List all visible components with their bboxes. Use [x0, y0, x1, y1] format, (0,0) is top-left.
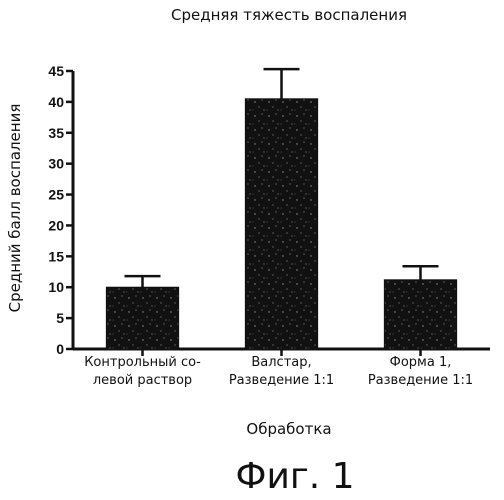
y-tick-label: 5	[56, 310, 64, 326]
x-tick-label: Разведение 1:1	[368, 373, 473, 388]
x-tick-label: Валстар,	[251, 355, 311, 370]
y-tick-label: 20	[48, 217, 64, 233]
y-tick-label: 35	[48, 125, 64, 141]
y-tick-label: 40	[48, 94, 64, 110]
bar	[384, 280, 456, 349]
x-tick-label: Форма 1,	[390, 355, 452, 370]
y-tick-label: 0	[56, 341, 64, 357]
x-tick-label: Контрольный со-	[84, 355, 201, 370]
y-tick-label: 45	[48, 63, 64, 79]
chart-title: Средняя тяжесть воспаления	[171, 6, 407, 24]
y-tick-label: 25	[48, 187, 64, 203]
x-tick-label: Разведение 1:1	[229, 373, 334, 388]
figure-caption: Фиг. 1	[235, 456, 354, 497]
y-axis-title: Средний балл воспаления	[6, 104, 24, 313]
plot-area: 0 5 10 15 20 25 30 35 40 45 Контрольный со-левой р…	[48, 63, 490, 388]
x-tick-label: левой раствор	[93, 373, 192, 388]
y-tick-label: 30	[48, 156, 64, 172]
y-tick-label: 10	[48, 279, 64, 295]
bar	[245, 99, 317, 349]
x-axis-title: Обработка	[246, 420, 331, 438]
bar	[106, 287, 178, 349]
y-tick-label: 15	[48, 248, 64, 264]
